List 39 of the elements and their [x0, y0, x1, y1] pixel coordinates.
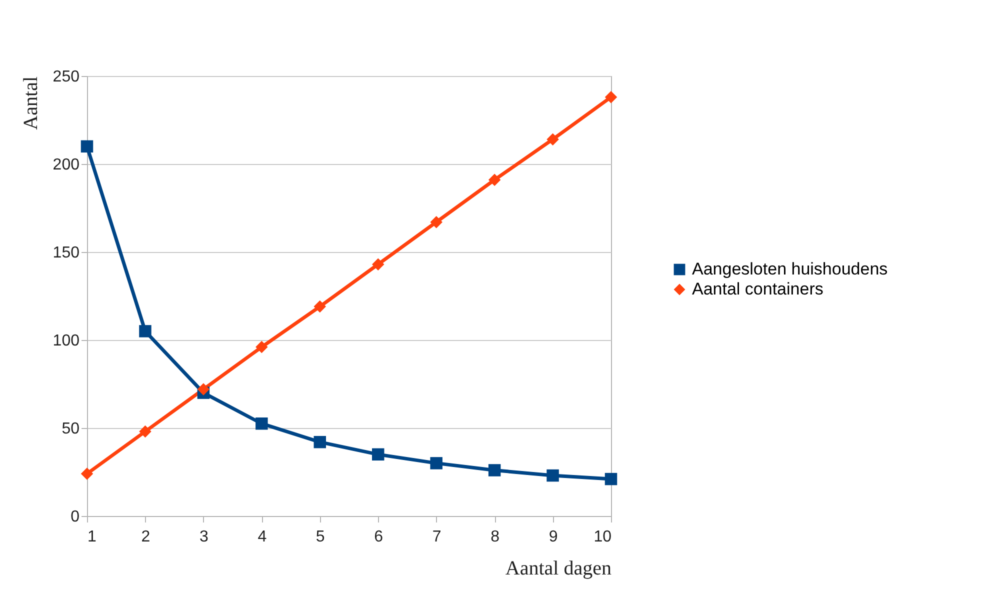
legend-label: Aangesloten huishoudens [692, 260, 888, 278]
point [314, 300, 326, 313]
x-tick-label: 6 [374, 528, 384, 546]
point [256, 340, 268, 354]
point [80, 468, 94, 480]
x-tick-label: 2 [141, 528, 150, 546]
point [314, 436, 326, 448]
x-tick-label: 1 [88, 528, 96, 546]
x-tick-label: 4 [258, 528, 267, 546]
x-axis-title: Aantal dagen [505, 558, 612, 580]
point [139, 425, 152, 438]
x-tick-label: 8 [490, 528, 500, 546]
point [546, 133, 559, 146]
point [197, 383, 210, 396]
point [430, 216, 442, 228]
point [372, 258, 384, 270]
point [604, 472, 618, 486]
y-tick-label: 150 [52, 244, 80, 262]
y-axis-title: Aantal [20, 76, 42, 130]
y-tick-label: 50 [62, 420, 80, 438]
point [139, 325, 152, 338]
y-tick-label: 250 [52, 68, 80, 86]
point [80, 140, 94, 153]
x-tick-label: 9 [548, 528, 558, 546]
x-tick-label: 10 [594, 528, 612, 546]
y-tick-label: 100 [52, 332, 80, 350]
x-tick-label: 5 [316, 528, 325, 546]
y-tick-label: 200 [52, 156, 80, 174]
point [488, 174, 501, 186]
x-tick-label: 3 [199, 528, 208, 546]
point [430, 457, 442, 470]
point [372, 448, 384, 461]
y-tick-label: 0 [70, 508, 80, 526]
point [256, 417, 268, 430]
x-tick-label: 7 [432, 528, 442, 546]
point [488, 464, 501, 476]
point [546, 469, 559, 482]
point [604, 90, 618, 104]
legend-label: Aantal containers [692, 280, 824, 298]
